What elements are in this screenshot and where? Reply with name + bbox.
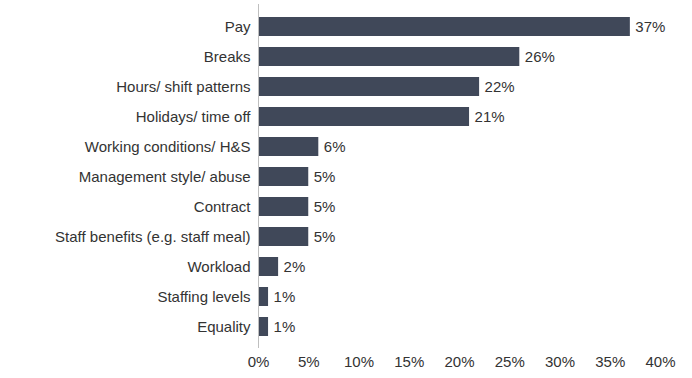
svg-text:Workload: Workload [187, 258, 250, 275]
svg-text:22%: 22% [485, 78, 515, 95]
svg-text:1%: 1% [274, 318, 296, 335]
svg-text:5%: 5% [314, 228, 336, 245]
svg-text:5%: 5% [314, 168, 336, 185]
svg-text:21%: 21% [475, 108, 505, 125]
svg-text:0%: 0% [248, 353, 270, 370]
svg-text:5%: 5% [314, 198, 336, 215]
svg-text:26%: 26% [525, 48, 555, 65]
svg-text:6%: 6% [324, 138, 346, 155]
svg-text:15%: 15% [394, 353, 424, 370]
svg-text:40%: 40% [645, 353, 675, 370]
svg-text:37%: 37% [635, 18, 665, 35]
svg-text:Staffing levels: Staffing levels [157, 288, 250, 305]
svg-text:Hours/ shift patterns: Hours/ shift patterns [116, 78, 250, 95]
svg-text:25%: 25% [495, 353, 525, 370]
svg-text:2%: 2% [284, 258, 306, 275]
svg-text:Working conditions/ H&S: Working conditions/ H&S [85, 138, 251, 155]
svg-text:Equality: Equality [197, 318, 251, 335]
svg-text:Contract: Contract [194, 198, 252, 215]
svg-text:30%: 30% [545, 353, 575, 370]
svg-text:Management style/ abuse: Management style/ abuse [79, 168, 251, 185]
svg-text:5%: 5% [298, 353, 320, 370]
svg-text:Holidays/ time off: Holidays/ time off [136, 108, 252, 125]
svg-text:Staff benefits (e.g. staff mea: Staff benefits (e.g. staff meal) [55, 228, 250, 245]
svg-text:1%: 1% [274, 288, 296, 305]
svg-text:Breaks: Breaks [204, 48, 251, 65]
svg-text:35%: 35% [595, 353, 625, 370]
svg-text:Pay: Pay [225, 18, 251, 35]
svg-text:20%: 20% [444, 353, 474, 370]
svg-text:10%: 10% [344, 353, 374, 370]
